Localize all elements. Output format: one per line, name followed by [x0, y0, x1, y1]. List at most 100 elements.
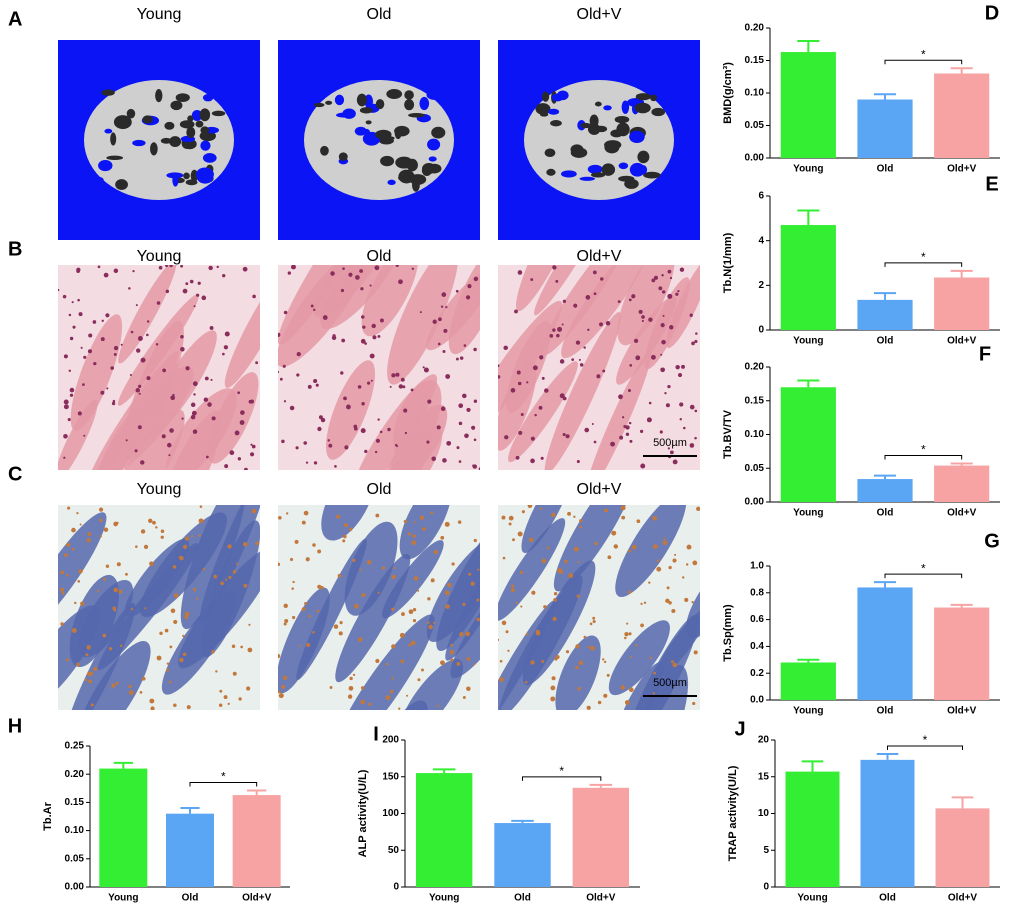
cell	[594, 541, 598, 546]
cell	[82, 383, 85, 386]
pore	[610, 129, 623, 138]
cell	[289, 557, 294, 561]
pore	[185, 179, 198, 186]
cell	[635, 644, 638, 647]
pore	[175, 93, 190, 102]
y-tick-label: 0	[763, 882, 769, 893]
cell	[68, 313, 72, 317]
cell	[685, 563, 689, 566]
cell	[466, 407, 471, 413]
cell	[185, 282, 189, 286]
significance-bracket	[884, 573, 963, 579]
pore	[601, 163, 616, 176]
cell	[579, 363, 584, 367]
cell	[313, 461, 318, 465]
cell	[624, 632, 629, 637]
cell	[593, 440, 597, 444]
cell	[578, 660, 584, 666]
tissue	[117, 294, 199, 406]
pore	[535, 103, 551, 115]
cell	[186, 705, 191, 710]
cell	[63, 433, 68, 439]
cell	[340, 288, 345, 293]
cell	[565, 434, 570, 439]
cell	[648, 581, 651, 584]
cell	[592, 270, 597, 275]
cell	[129, 374, 132, 377]
error-bar	[511, 819, 534, 824]
cell	[692, 560, 698, 566]
cell	[255, 541, 259, 545]
cell	[672, 662, 677, 668]
pore	[338, 152, 348, 161]
cell	[565, 650, 570, 654]
cell	[362, 325, 366, 329]
cell	[150, 706, 155, 710]
cell	[251, 444, 256, 449]
pore	[325, 100, 333, 105]
cell	[619, 435, 624, 440]
x-tick-label: Old	[877, 706, 894, 717]
cell	[473, 399, 478, 403]
cell	[648, 401, 652, 405]
cell	[577, 686, 581, 691]
cell	[398, 279, 403, 285]
cell	[138, 392, 141, 395]
cell	[62, 294, 67, 299]
cell	[307, 384, 312, 389]
image	[58, 505, 260, 710]
cell	[467, 284, 472, 289]
cell	[628, 549, 632, 553]
tissue	[553, 505, 638, 592]
pore	[166, 172, 184, 179]
cell	[403, 519, 408, 524]
significance-bracket	[189, 782, 258, 787]
cell	[613, 544, 619, 549]
cell	[408, 643, 412, 647]
bar	[415, 773, 473, 887]
pore	[635, 93, 651, 101]
pore	[101, 89, 115, 96]
cell	[77, 411, 82, 416]
cell	[222, 274, 226, 278]
cell	[541, 660, 545, 663]
error-bar	[950, 67, 973, 74]
cell	[631, 544, 637, 550]
tissue	[399, 659, 464, 710]
cell	[169, 645, 173, 649]
cell	[603, 660, 607, 664]
cell	[146, 333, 149, 337]
cell	[155, 343, 159, 346]
cell	[193, 305, 196, 308]
error-bar	[180, 807, 200, 814]
pore	[380, 155, 395, 167]
cell	[68, 369, 72, 372]
cell	[342, 267, 345, 270]
cell	[377, 334, 381, 338]
pore	[587, 123, 601, 135]
cell	[130, 330, 134, 334]
cell	[428, 624, 433, 630]
pore	[427, 138, 441, 151]
cell	[305, 557, 310, 562]
pore	[404, 90, 414, 100]
cell	[343, 523, 348, 527]
y-tick-label: 0.8	[750, 587, 764, 598]
cell	[205, 455, 209, 459]
cell	[320, 585, 324, 590]
x-tick-label: Old+V	[947, 706, 977, 717]
cell	[445, 374, 451, 379]
pore	[375, 129, 392, 140]
image	[58, 265, 260, 470]
cell	[161, 434, 166, 439]
cell	[671, 608, 676, 614]
pore	[191, 109, 203, 122]
cell	[410, 640, 416, 646]
error-bar	[873, 93, 897, 100]
cell	[180, 265, 184, 268]
cell	[191, 410, 197, 416]
cell	[225, 578, 228, 581]
pore	[104, 128, 113, 134]
cell	[600, 277, 604, 281]
